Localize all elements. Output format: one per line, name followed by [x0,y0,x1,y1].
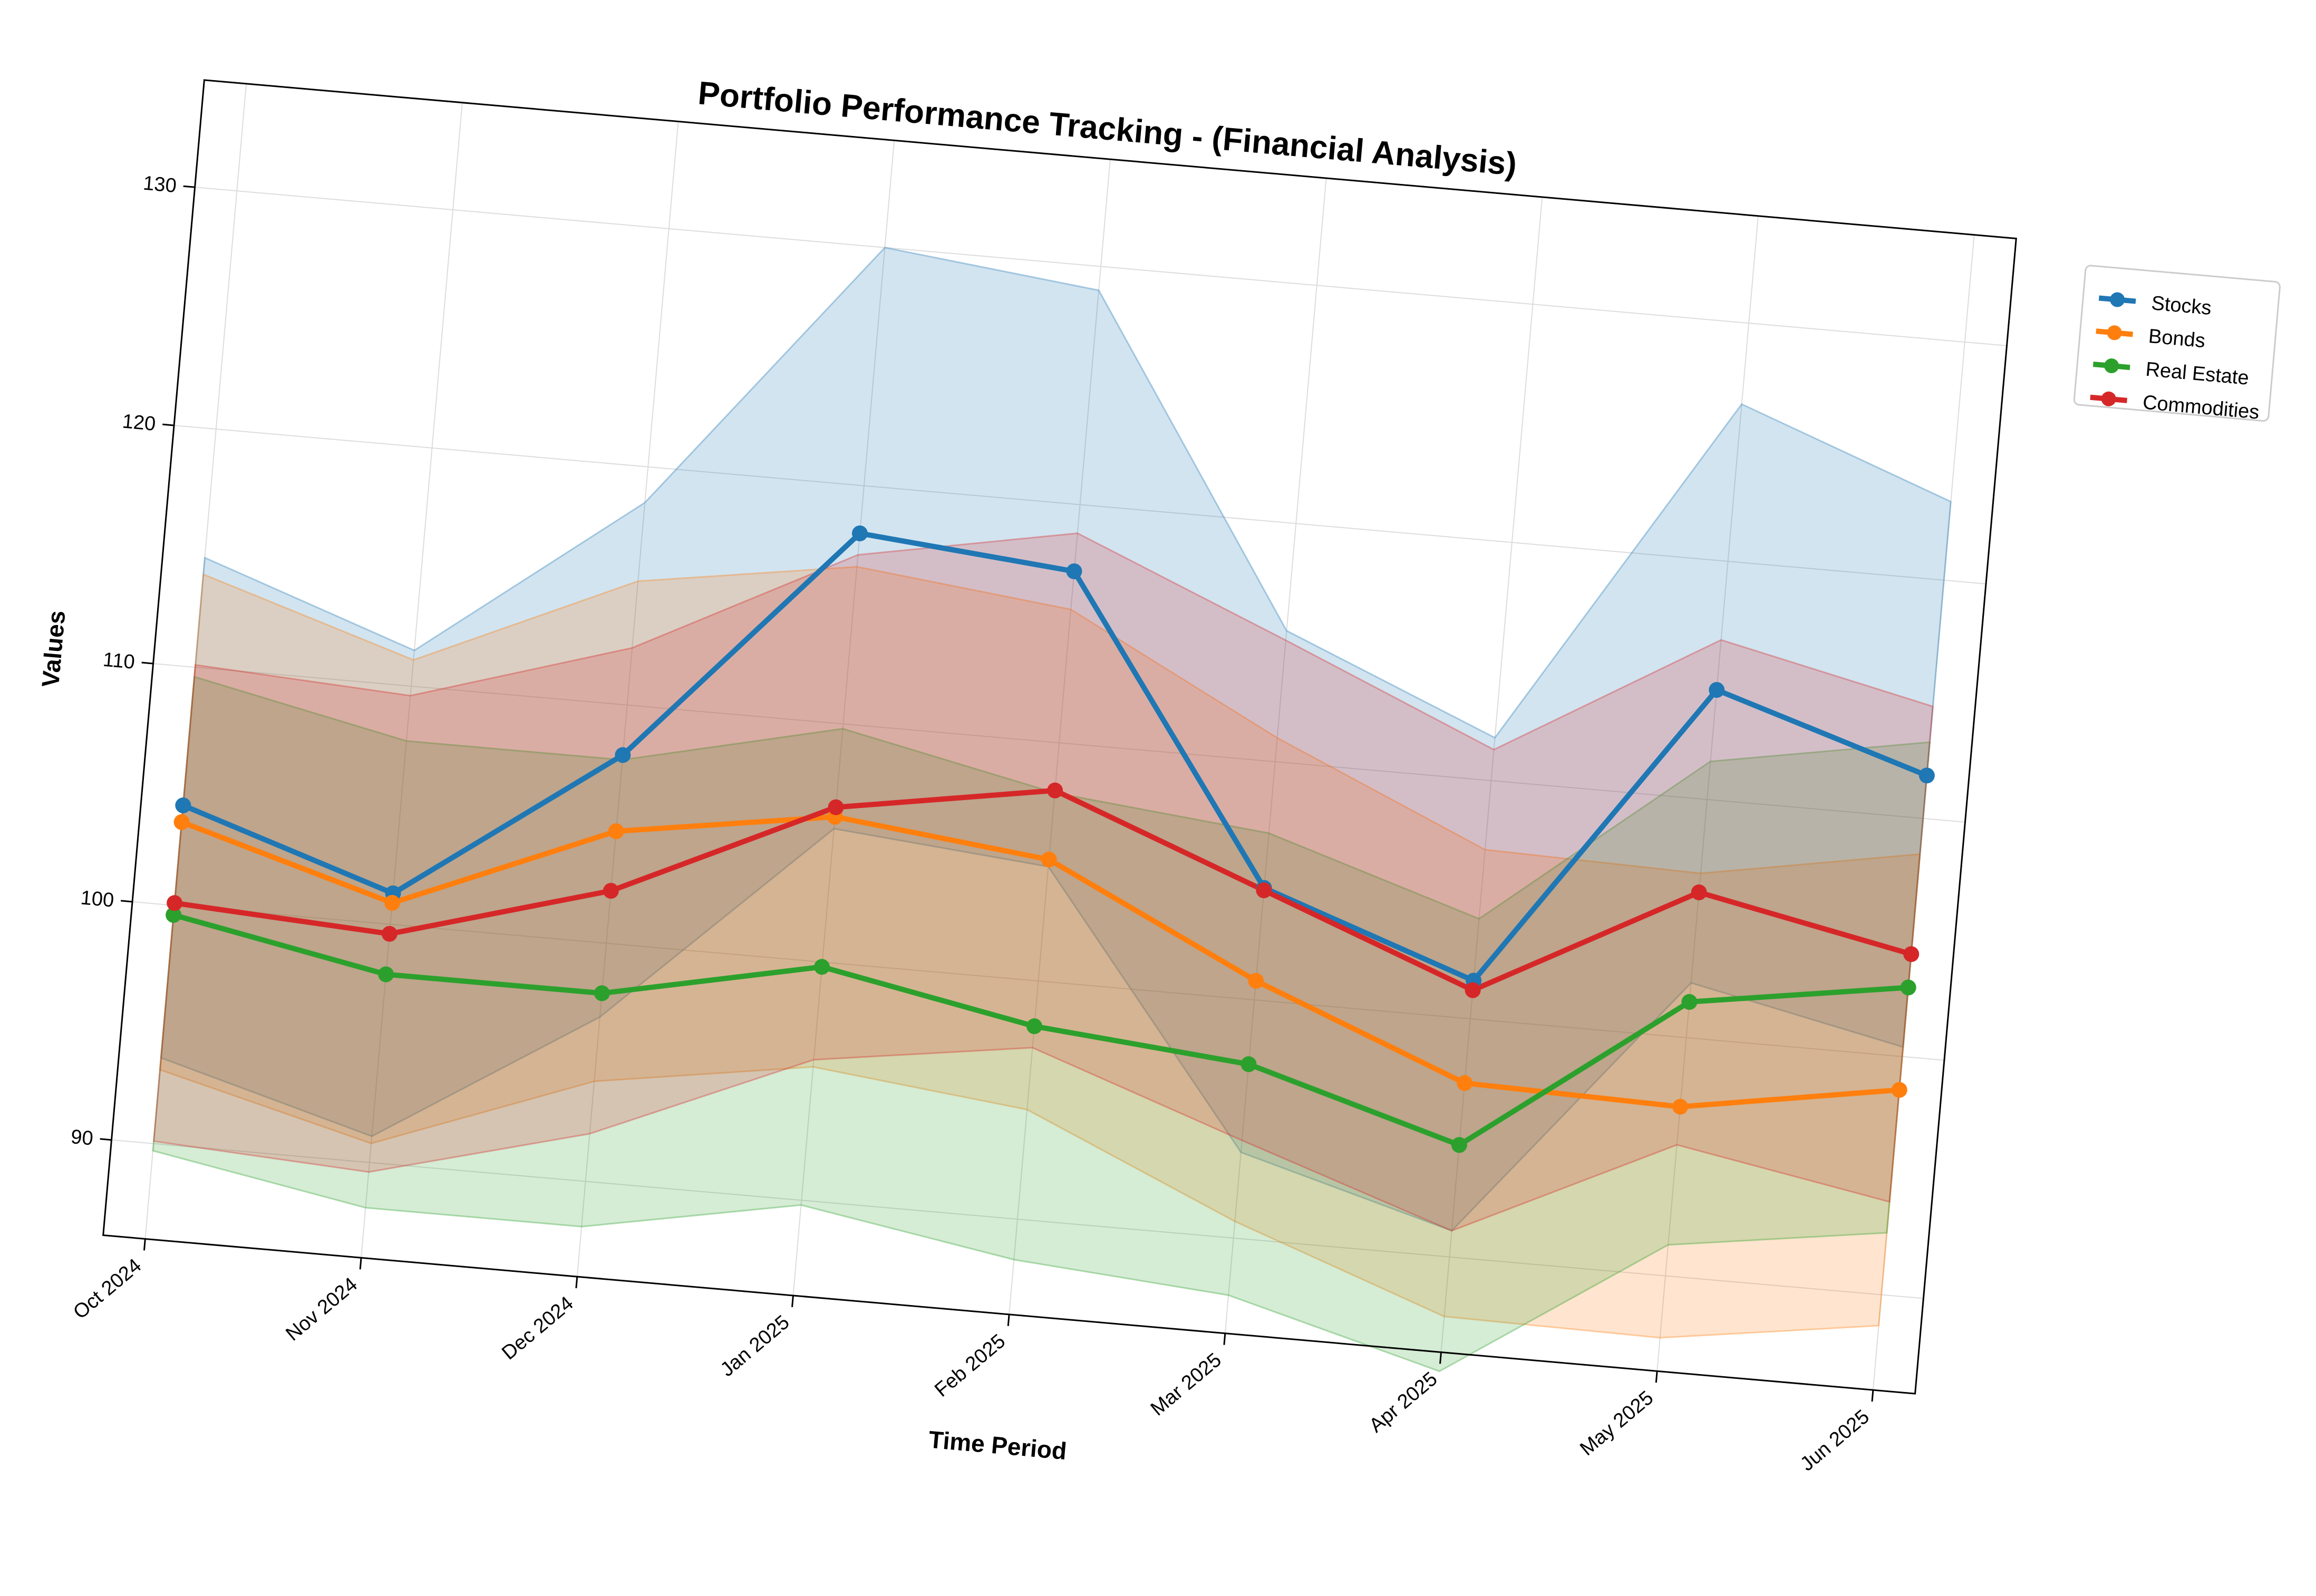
point-real-estate [594,985,610,1001]
y-tick-label: 120 [121,411,157,435]
grid-line-x [792,140,895,1296]
legend-label: Stocks [2150,292,2212,319]
x-tick-mark [1007,1314,1010,1326]
point-commodities [1047,782,1063,799]
legend-marker [2104,358,2119,374]
grid-line-x [144,83,247,1239]
point-real-estate [1900,979,1916,996]
legend-box [2073,265,2281,422]
point-real-estate [378,966,394,982]
point-stocks [1709,682,1725,698]
x-tick-mark [1871,1390,1874,1402]
grid [111,83,2007,1390]
y-ticks: 90 100 110 120 130 [70,172,195,1150]
point-real-estate [814,959,830,975]
point-commodities [167,895,183,911]
y-tick-mark [120,900,133,903]
grid-line-y [153,663,1965,823]
grid-line-x [1440,197,1543,1352]
point-stocks [851,525,868,541]
y-tick-label: 90 [70,1126,94,1150]
legend-marker [2107,325,2122,340]
point-commodities [1691,884,1707,901]
point-commodities [828,799,844,815]
y-axis-title: Values [36,609,71,688]
grid-line-y [111,1139,1924,1299]
point-stocks [1066,563,1082,579]
x-tick-mark [575,1276,578,1289]
point-real-estate [1681,994,1698,1010]
legend-label: Bonds [2148,325,2206,352]
point-commodities [1903,946,1920,962]
grid-line-x [1872,235,1975,1390]
point-bonds [1041,851,1057,868]
band-stocks [160,247,1952,1232]
grid-line-x [1009,159,1111,1315]
y-tick-mark [162,423,175,426]
x-tick-mark [1439,1352,1442,1364]
grid-line-x [1224,178,1327,1334]
grid-line-y [174,425,1986,585]
y-tick-mark [141,661,153,665]
point-commodities [381,926,398,942]
y-tick-label: 100 [80,887,115,911]
grid-line-y [195,187,2007,346]
y-tick-label: 110 [102,649,135,674]
band-commodities [152,532,1934,1232]
series-markers [166,525,1935,1153]
x-tick-mark [1223,1333,1226,1345]
point-commodities [1256,882,1272,899]
plot-area: Oct 2024 Nov 2024 Dec 2024 Jan 2025 Feb 2025… [36,79,2017,1475]
grid-line-x [361,102,463,1258]
x-tick-mark [359,1258,362,1270]
point-bonds [384,894,400,911]
grid-line-x [1656,216,1759,1371]
y-tick-label: 130 [142,172,178,197]
grid-line-x [576,121,679,1277]
x-tick-mark [1655,1371,1658,1383]
x-tick-mark [143,1239,146,1251]
point-real-estate [166,907,182,923]
point-real-estate [1451,1137,1467,1153]
point-real-estate [1026,1018,1042,1035]
y-tick-mark [100,1138,112,1141]
point-bonds [1891,1082,1907,1098]
point-bonds [1248,972,1264,989]
point-bonds [1457,1075,1473,1091]
point-stocks [615,747,631,763]
x-tick-mark [791,1295,794,1308]
point-bonds [1672,1098,1689,1115]
point-commodities [603,883,619,899]
point-real-estate [1241,1056,1257,1073]
point-stocks [175,797,191,814]
legend-marker [2101,391,2116,406]
y-tick-mark [183,185,195,188]
point-stocks [1918,767,1935,784]
point-bonds [608,823,624,840]
point-bonds [173,814,190,830]
band-bonds [159,566,1921,1339]
point-commodities [1465,982,1481,998]
legend-marker [2110,292,2125,307]
